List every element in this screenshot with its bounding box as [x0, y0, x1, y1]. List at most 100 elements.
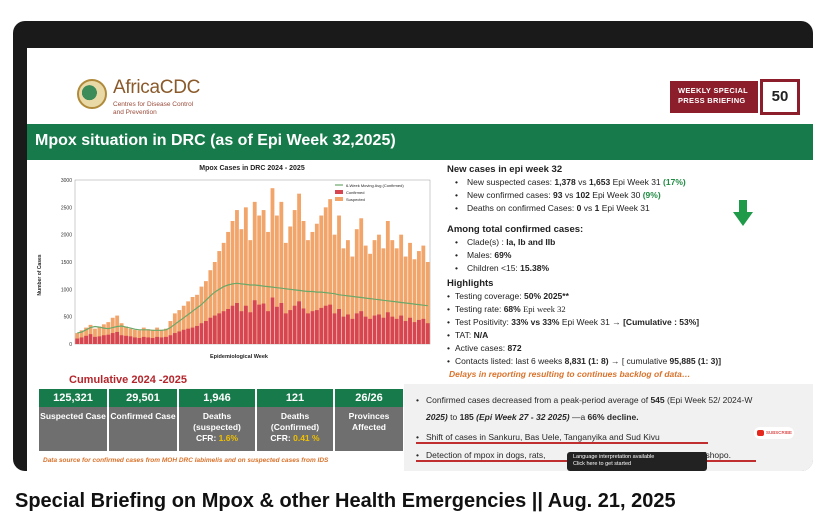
suspected-bar: [168, 321, 173, 344]
cases-chart: Mpox Cases in DRC 2024 - 2025 Number of …: [37, 165, 431, 360]
video-player[interactable]: AfricaCDC Centres for Disease Control an…: [13, 21, 813, 471]
suspected-bar: [150, 329, 155, 344]
confirmed-bar: [97, 336, 102, 344]
stat-value: 125,321: [39, 389, 107, 407]
tooltip-line1: Language interpretation available: [573, 454, 655, 460]
suspected-bar: [146, 329, 151, 344]
confirmed-bar: [150, 337, 155, 344]
suspected-bar: [155, 327, 160, 344]
confirmed-bar: [403, 321, 408, 344]
confirmed-bar: [230, 305, 235, 344]
confirmed-bar: [137, 337, 142, 344]
confirmed-bar: [186, 328, 191, 344]
suspected-bar: [124, 326, 128, 344]
confirmed-bar: [390, 316, 395, 344]
stat-value: 121: [257, 389, 333, 407]
suspected-bar: [257, 215, 262, 344]
stat-label-block: Deaths (suspected) CFR: 1.6%: [179, 407, 255, 451]
legend-label: Confirmed: [346, 190, 364, 195]
suspected-bar: [279, 201, 284, 344]
confirmed-bar: [221, 311, 226, 344]
confirmed-bar: [248, 312, 253, 344]
suspected-bar: [97, 326, 102, 344]
suspected-bar: [177, 310, 182, 344]
suspected-bar: [416, 251, 421, 344]
briefing-number: 50: [760, 79, 800, 115]
confirmed-bar: [203, 321, 208, 344]
suspected-bar: [226, 231, 231, 344]
suspected-bar: [203, 281, 208, 344]
confirmed-bar: [75, 338, 80, 344]
suspected-bar: [377, 234, 381, 344]
suspected-bar: [195, 294, 199, 344]
interpretation-tooltip[interactable]: Language interpretation available Click …: [567, 452, 707, 471]
subscribe-button[interactable]: SUBSCRIBE: [754, 427, 794, 439]
legend-label: 6-Week Moving Avg (Confirmed): [346, 183, 404, 188]
suspected-bar: [75, 333, 80, 344]
confirmed-bar: [93, 336, 97, 344]
suspected-bar: [283, 242, 288, 344]
overlay-point-3: Detection of mpox in dogs, rats,nd Tshop…: [416, 450, 731, 460]
overlay-point-1: Confirmed cases decreased from a peak-pe…: [416, 395, 752, 405]
stat-deaths-suspected: 1,946 Deaths (suspected) CFR: 1.6%: [179, 389, 255, 451]
confirmed-bar: [368, 318, 373, 344]
confirmed-bar: [79, 337, 84, 344]
y-tick-label: 2500: [61, 205, 72, 211]
data-source-note: Data source for confirmed cases from MOH…: [43, 457, 329, 464]
confirmed-bar: [261, 303, 266, 344]
moving-average-line: [77, 282, 428, 334]
confirmed-bar: [235, 303, 239, 344]
confirmed-bar: [421, 318, 426, 344]
suspected-bar: [328, 199, 333, 344]
suspected-bar: [354, 229, 359, 344]
confirmed-bar: [243, 305, 248, 344]
confirmed-bar: [252, 300, 257, 344]
confirmed-bar: [363, 316, 368, 344]
suspected-bar: [292, 210, 297, 344]
confirmed-bar: [332, 313, 337, 344]
africacdc-logo: AfricaCDC Centres for Disease Control an…: [77, 75, 277, 135]
suspected-bar: [137, 330, 142, 344]
suspected-bar: [132, 329, 137, 344]
confirmed-bar: [132, 337, 137, 344]
stat-suspected: 125,321 Suspected Case: [39, 389, 107, 451]
stat-label: Deaths (Confirmed): [270, 411, 320, 432]
confirmed-bar: [274, 306, 279, 344]
video-title: Special Briefing on Mpox & other Health …: [15, 490, 676, 512]
confirmed-bar: [110, 333, 115, 344]
suspected-bar: [403, 256, 408, 344]
suspected-bar: [159, 329, 164, 344]
suspected-bar: [230, 221, 235, 344]
suspected-bar: [190, 296, 195, 344]
suspected-bar: [390, 240, 395, 344]
males: Males: 69%: [455, 250, 512, 260]
confirmed-bar: [119, 335, 124, 344]
confirmed-bar: [190, 327, 195, 344]
suspected-bar: [408, 242, 412, 344]
highlights-title: Highlights: [447, 278, 494, 289]
suspected-bar: [399, 234, 404, 344]
test-positivity: Test Positivity: 33% vs 33% Epi Week 31 …: [447, 317, 699, 327]
suspected-bar: [372, 240, 377, 344]
children: Children <15: 15.38%: [455, 263, 549, 273]
suspected-bar: [270, 188, 275, 344]
underline: [416, 442, 708, 444]
confirmed-bar: [257, 304, 262, 344]
suspected-bar: [274, 215, 279, 344]
slide-title: Mpox situation in DRC (as of Epi Week 32…: [27, 124, 813, 160]
weekly-line2: PRESS BRIEFING: [678, 96, 746, 105]
weekly-briefing-badge: WEEKLY SPECIAL PRESS BRIEFING 50: [670, 79, 800, 117]
stat-confirmed: 29,501 Confirmed Case: [109, 389, 177, 451]
confirmed-bar: [319, 307, 324, 344]
confirmed-bar: [306, 313, 310, 344]
suspected-bar: [359, 218, 364, 344]
confirmed-bar: [399, 315, 404, 344]
stat-label-block: Deaths (Confirmed) CFR: 0.41 %: [257, 407, 333, 451]
confirmed-bar: [155, 336, 160, 344]
suspected-bar: [412, 259, 417, 344]
confirmed-bar: [350, 318, 355, 344]
clades: Clade(s) : Ia, Ib and IIb: [455, 237, 555, 247]
confirmed-bar: [337, 309, 341, 344]
confirmed-bar: [310, 311, 315, 344]
suspected-bar: [341, 248, 346, 344]
